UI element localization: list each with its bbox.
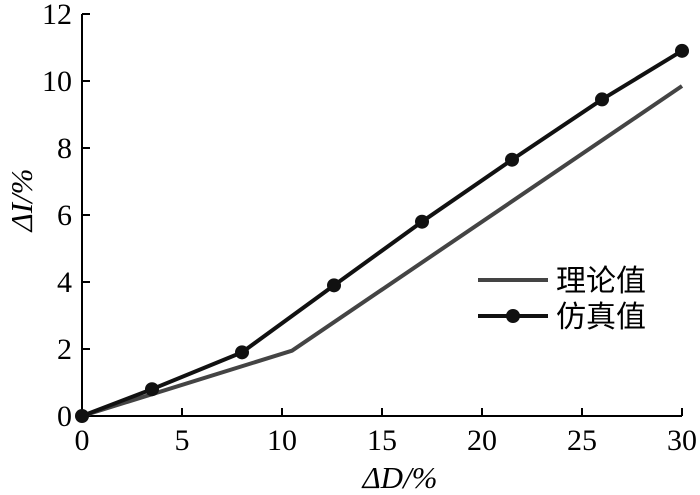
- data-point: [505, 152, 519, 167]
- y-tick-label: 6: [57, 199, 72, 232]
- legend-label-2: 仿真值: [556, 300, 646, 335]
- y-tick-label: 8: [57, 132, 72, 165]
- data-point: [415, 214, 429, 229]
- y-axis-label: ΔI/%: [4, 169, 39, 234]
- axes: [81, 14, 682, 417]
- series-group: [75, 43, 689, 423]
- x-tick-label: 15: [367, 424, 397, 457]
- data-point: [595, 92, 609, 107]
- x-axis-label: ΔD/%: [360, 460, 437, 495]
- y-tick-label: 10: [42, 65, 72, 98]
- x-tick-label: 30: [667, 424, 697, 457]
- x-tick-label: 5: [175, 424, 190, 457]
- legend-marker: [506, 309, 520, 323]
- series-line-2: [81, 49, 684, 418]
- legend-label-1: 理论值: [556, 264, 646, 299]
- x-tick-label: 25: [567, 424, 597, 457]
- x-tick-label: 0: [75, 424, 90, 457]
- data-point: [145, 382, 159, 397]
- data-point: [75, 409, 89, 423]
- data-point: [327, 278, 341, 293]
- y-tick-label: 12: [42, 0, 72, 31]
- y-tick-label: 2: [57, 333, 72, 366]
- y-tick-label: 0: [57, 400, 72, 433]
- x-tick-label: 20: [467, 424, 497, 457]
- x-tick-label: 10: [267, 424, 297, 457]
- y-tick-label: 4: [57, 266, 72, 299]
- ticks: 0 5 10 15 20 25 30 0 2 4 6 8 10 12: [42, 0, 697, 457]
- data-point: [235, 345, 249, 360]
- data-point: [675, 43, 689, 58]
